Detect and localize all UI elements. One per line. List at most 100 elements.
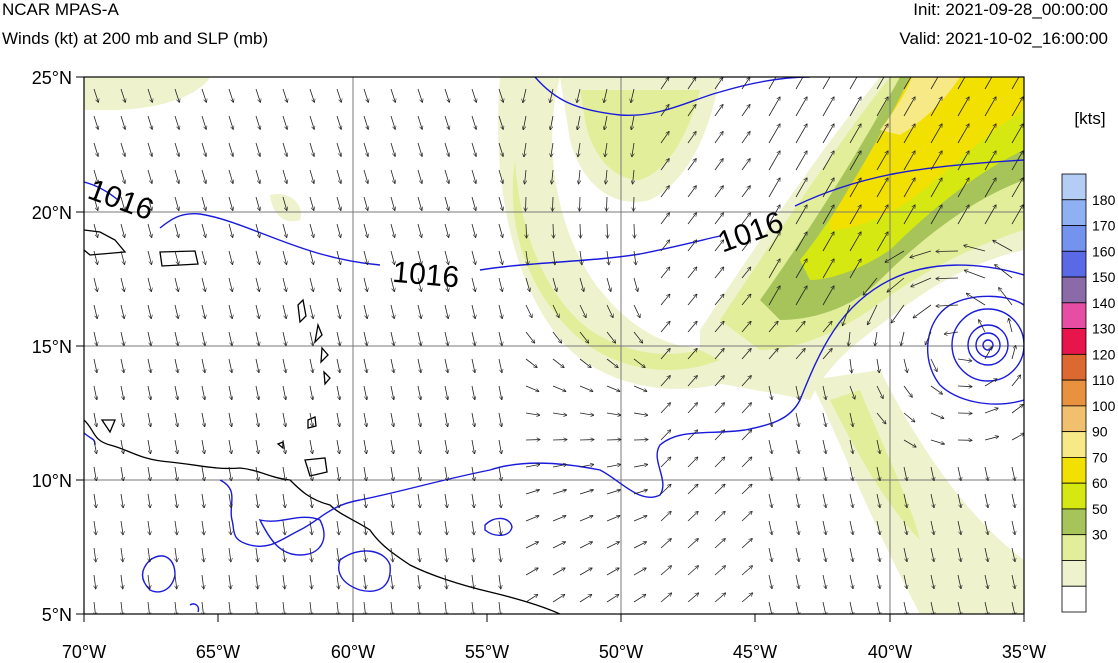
- wind-arrow: [175, 547, 177, 562]
- wind-arrow: [336, 331, 340, 346]
- wind-arrow: [606, 331, 616, 343]
- wind-arrow: [471, 466, 474, 481]
- wind-arrow: [526, 250, 528, 265]
- wind-arrow: [660, 566, 672, 576]
- wind-arrow: [1011, 547, 1015, 562]
- wind-arrow: [336, 115, 341, 129]
- wind-arrow: [498, 169, 503, 183]
- wind-arrow: [660, 348, 670, 360]
- wind-arrow: [957, 466, 961, 481]
- wind-arrow: [903, 493, 907, 508]
- wind-arrow: [336, 493, 339, 508]
- wind-arrow: [174, 88, 179, 102]
- wind-arrow: [498, 223, 503, 238]
- wind-arrow: [633, 304, 640, 318]
- colorbar-label: 180: [1092, 192, 1116, 208]
- wind-arrow: [255, 277, 259, 292]
- wind-arrow: [390, 331, 394, 346]
- wind-arrow: [604, 115, 608, 130]
- wind-arrow: [255, 439, 259, 454]
- wind-arrow: [93, 169, 98, 183]
- wind-arrow: [336, 169, 341, 183]
- wind-arrow: [363, 412, 367, 427]
- colorbar-swatch: [1061, 225, 1087, 252]
- wind-arrow: [175, 574, 177, 589]
- wind-arrow: [822, 321, 832, 333]
- wind-arrow: [147, 331, 151, 346]
- wind-arrow: [417, 385, 421, 400]
- wind-arrow: [309, 277, 313, 292]
- colorbar-label: 110: [1092, 372, 1115, 388]
- northwest-patch: [84, 77, 210, 110]
- wind-arrow: [957, 97, 969, 117]
- axis-ticks: [76, 76, 1025, 622]
- wind-arrow: [552, 516, 566, 522]
- wind-arrow: [714, 511, 725, 522]
- wind-arrow: [903, 77, 912, 90]
- wind-arrow: [957, 359, 972, 361]
- wind-arrow: [552, 490, 566, 495]
- lon-label-45w: 45°W: [733, 642, 777, 662]
- wind-arrow: [121, 520, 123, 535]
- wind-arrow: [526, 223, 527, 238]
- small-islet-1: [100, 419, 116, 434]
- wind-arrow: [633, 196, 634, 211]
- wind-arrow: [255, 412, 259, 427]
- lat-label-15n: 15°N: [32, 337, 72, 357]
- wind-arrow: [913, 304, 932, 318]
- jet-80kt-region: [880, 77, 960, 135]
- wind-arrow: [228, 466, 231, 481]
- wind-arrow: [606, 412, 621, 415]
- wind-arrow: [957, 493, 961, 508]
- wind-arrow: [309, 385, 313, 400]
- wind-arrow: [552, 542, 566, 549]
- wind-arrow: [903, 97, 915, 117]
- wind-arrow: [1011, 77, 1020, 90]
- wind-arrow: [390, 196, 395, 210]
- wind-arrow: [849, 493, 853, 508]
- wind-arrow: [309, 439, 313, 454]
- wind-arrow: [444, 493, 447, 508]
- wind-arrow: [418, 547, 420, 562]
- wind-arrow: [768, 520, 772, 535]
- wind-arrow: [255, 250, 260, 265]
- wind-arrow: [714, 240, 724, 252]
- wind-arrow: [768, 601, 772, 614]
- wind-arrow: [901, 331, 905, 346]
- wind-arrow: [417, 277, 421, 292]
- wind-arrow: [417, 223, 422, 238]
- wind-arrow: [309, 304, 313, 319]
- wind-arrow: [687, 457, 698, 468]
- wind-arrow: [876, 385, 883, 399]
- wind-arrow: [309, 223, 314, 238]
- wind-arrow: [634, 250, 636, 265]
- wind-arrow: [1011, 466, 1015, 481]
- wind-arrow: [768, 412, 772, 427]
- wind-arrow: [1011, 124, 1023, 144]
- trinidad-island: [304, 457, 328, 477]
- wind-arrow: [282, 439, 286, 454]
- wind-arrow: [363, 439, 367, 454]
- wind-arrow: [363, 277, 367, 292]
- wind-arrow: [363, 466, 366, 481]
- wind-arrow: [768, 321, 778, 333]
- wind-arrow: [472, 520, 474, 535]
- wind-arrow: [1011, 205, 1023, 225]
- wind-arrow: [93, 304, 97, 319]
- wind-arrow: [364, 547, 366, 562]
- wind-arrow: [984, 97, 996, 117]
- wind-arrow: [229, 547, 231, 562]
- wind-arrow: [957, 205, 969, 225]
- wind-arrow: [120, 142, 125, 156]
- wind-arrow: [714, 104, 723, 117]
- wind-arrow: [876, 358, 879, 373]
- wind-arrow: [363, 358, 367, 373]
- wind-arrow: [283, 520, 285, 535]
- wind-arrow: [228, 493, 231, 508]
- puerto-rico-island: [159, 250, 199, 267]
- wind-arrow: [606, 516, 620, 522]
- wind-arrow: [93, 115, 98, 129]
- wind-arrow: [579, 594, 592, 603]
- wind-arrow: [579, 304, 586, 318]
- wind-arrow: [930, 385, 942, 394]
